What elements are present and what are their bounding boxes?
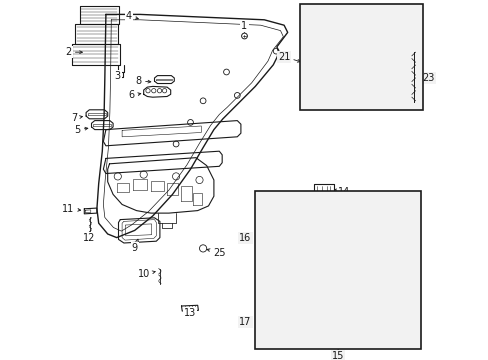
Text: 2: 2 <box>65 47 82 57</box>
Text: 17: 17 <box>239 317 278 327</box>
Text: 24: 24 <box>349 98 364 111</box>
Text: 12: 12 <box>82 232 95 243</box>
Text: 14: 14 <box>334 186 349 197</box>
Text: 6: 6 <box>128 90 141 100</box>
Bar <box>255 191 420 349</box>
Text: 11: 11 <box>62 204 81 214</box>
Text: 25: 25 <box>206 248 225 258</box>
Text: 5: 5 <box>74 125 88 135</box>
Text: 10: 10 <box>138 269 155 279</box>
Text: 16: 16 <box>239 233 263 243</box>
Text: 9: 9 <box>131 239 138 253</box>
Text: 7: 7 <box>71 113 82 123</box>
Bar <box>300 4 422 110</box>
Text: 19: 19 <box>351 315 378 325</box>
Text: 1: 1 <box>241 21 247 32</box>
Text: 20: 20 <box>392 207 409 217</box>
Text: 22: 22 <box>384 5 404 15</box>
Text: 21: 21 <box>277 52 300 62</box>
Text: 8: 8 <box>136 76 150 86</box>
Text: 18: 18 <box>328 333 363 343</box>
Text: 23: 23 <box>419 73 434 83</box>
Text: 3: 3 <box>115 70 121 81</box>
Text: 4: 4 <box>126 11 138 21</box>
Text: 15: 15 <box>331 350 344 360</box>
Text: 13: 13 <box>183 308 196 318</box>
